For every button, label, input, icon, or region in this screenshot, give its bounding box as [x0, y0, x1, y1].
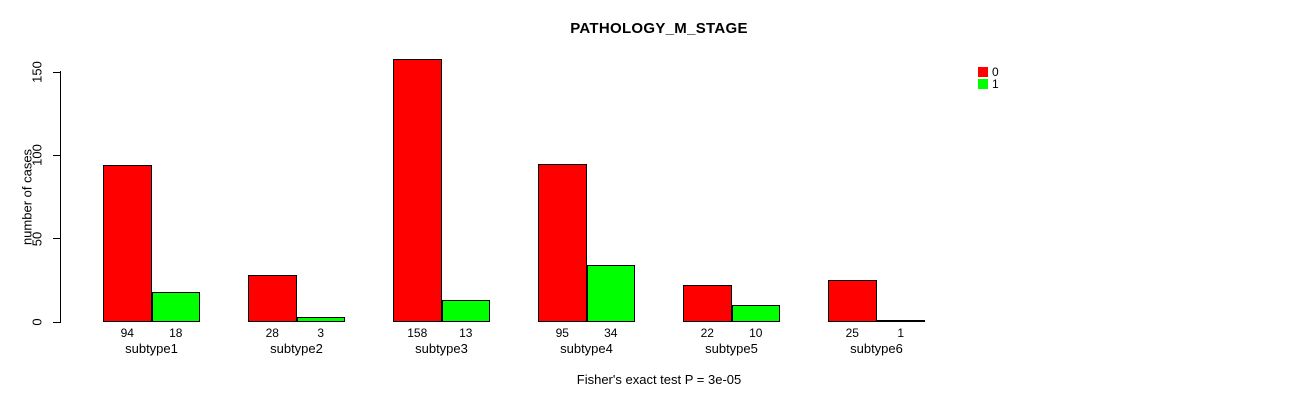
legend-row-1: 1: [978, 78, 999, 90]
bar-value-label-subtype1-series-0: 94: [120, 326, 134, 340]
bar-value-label-subtype1-series-1: 18: [169, 326, 183, 340]
y-axis-tick: [53, 154, 61, 157]
y-axis-tick: [53, 238, 61, 240]
legend-swatch-0: [978, 67, 988, 77]
bar-value-label-subtype5-series-1: 10: [749, 326, 763, 340]
bar-subtype4-series-0: [538, 163, 587, 322]
bar-value-label-subtype3-series-0: 158: [407, 326, 428, 340]
statistical-test-caption: Fisher's exact test P = 3e-05: [576, 372, 742, 387]
y-axis-tick-label: 150: [29, 61, 45, 83]
category-label-subtype1: subtype1: [125, 341, 178, 356]
bar-value-label-subtype6-series-0: 25: [845, 326, 859, 340]
chart-title: PATHOLOGY_M_STAGE: [570, 20, 748, 37]
y-axis-tick: [53, 321, 61, 323]
legend-row-0: 0: [978, 66, 999, 78]
bar-subtype2-series-1: [296, 317, 345, 322]
legend-swatch-1: [978, 79, 988, 89]
bar-subtype2-series-0: [248, 275, 297, 322]
bar-value-label-subtype3-series-1: 13: [459, 326, 473, 340]
y-axis-tick: [53, 71, 61, 73]
y-axis-tick-label: 100: [29, 144, 45, 167]
bar-subtype3-series-0: [393, 58, 442, 322]
category-label-subtype6: subtype6: [850, 341, 903, 356]
bar-subtype3-series-1: [441, 300, 490, 322]
legend-label: 0: [992, 65, 999, 79]
bar-subtype6-series-1: [876, 320, 925, 323]
y-axis-tick-label: 50: [29, 231, 45, 246]
bar-value-label-subtype5-series-0: 22: [700, 326, 714, 340]
bar-value-label-subtype6-series-1: 1: [897, 326, 905, 340]
bar-value-label-subtype2-series-0: 28: [265, 326, 279, 340]
bar-subtype4-series-1: [586, 265, 635, 322]
y-axis-line: [60, 71, 62, 322]
bar-value-label-subtype4-series-0: 95: [555, 326, 569, 340]
bar-value-label-subtype4-series-1: 34: [604, 326, 618, 340]
bar-value-label-subtype2-series-1: 3: [317, 326, 325, 340]
legend-label: 1: [992, 77, 999, 91]
category-label-subtype4: subtype4: [560, 341, 613, 356]
bar-subtype5-series-0: [683, 285, 732, 322]
bar-subtype5-series-1: [731, 305, 780, 322]
category-label-subtype3: subtype3: [415, 341, 468, 356]
category-label-subtype2: subtype2: [270, 341, 323, 356]
bar-subtype6-series-0: [828, 280, 877, 322]
bar-subtype1-series-0: [103, 165, 152, 322]
category-label-subtype5: subtype5: [705, 341, 758, 356]
y-axis-tick-label: 0: [29, 318, 45, 326]
bar-subtype1-series-1: [151, 292, 200, 322]
